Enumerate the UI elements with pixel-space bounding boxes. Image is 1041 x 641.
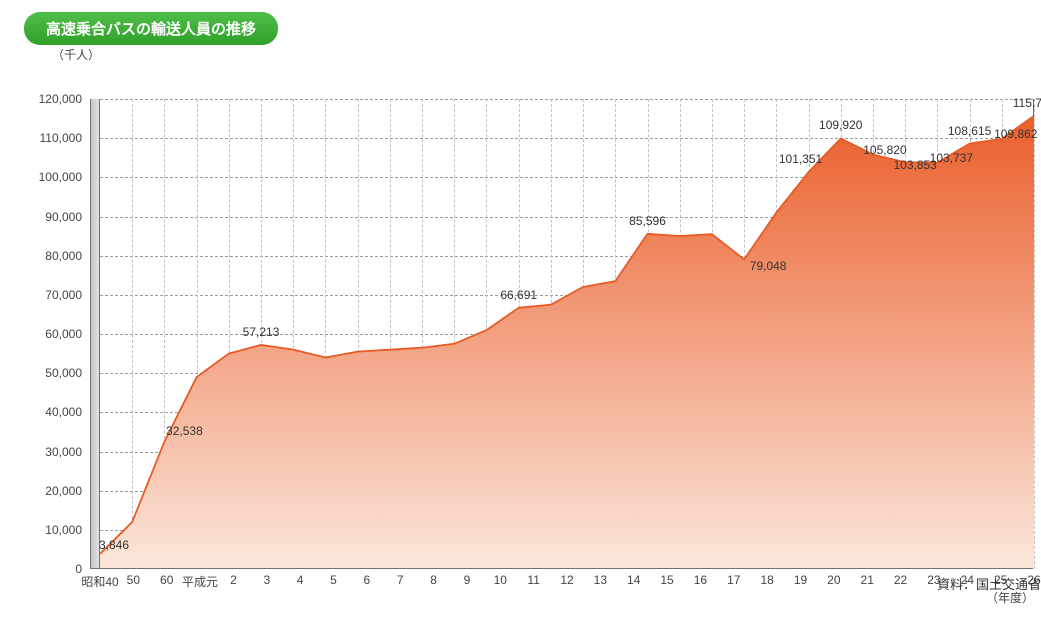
y-tick: 80,000 <box>45 249 82 263</box>
value-label: 109,920 <box>819 118 862 132</box>
x-tick: 6 <box>364 573 371 587</box>
x-tick: 3 <box>263 573 270 587</box>
value-label: 32,538 <box>166 424 203 438</box>
x-tick: 5 <box>330 573 337 587</box>
x-tick: 12 <box>560 573 573 587</box>
value-label: 57,213 <box>243 325 280 339</box>
x-tick: 17 <box>727 573 740 587</box>
y-tick: 10,000 <box>45 523 82 537</box>
y-tick: 100,000 <box>39 170 82 184</box>
value-label: 108,615 <box>948 124 991 138</box>
x-tick: 13 <box>594 573 607 587</box>
y-tick: 40,000 <box>45 405 82 419</box>
y-tick: 30,000 <box>45 445 82 459</box>
plot-container: 010,00020,00030,00040,00050,00060,00070,… <box>12 49 1041 629</box>
plot-area: 3,846 32,538 57,213 66,691 85,596 79,048 101,3… <box>90 99 1034 569</box>
x-tick: 60 <box>160 573 173 587</box>
chart-container: 高速乗合バスの輸送人員の推移 （千人） 010,00020,00030,0004… <box>12 12 1041 629</box>
value-label: 101,351 <box>779 152 822 166</box>
x-tick: 19 <box>794 573 807 587</box>
x-tick: 4 <box>297 573 304 587</box>
x-tick: 昭和40 <box>81 573 118 590</box>
x-tick: 8 <box>430 573 437 587</box>
x-tick: 11 <box>527 573 539 587</box>
value-label: 79,048 <box>750 259 787 273</box>
value-label: 103,737 <box>930 151 973 165</box>
area-series <box>90 99 1034 569</box>
y-tick: 110,000 <box>40 131 83 145</box>
x-axis: 昭和405060平成元23456789101112131415161718192… <box>90 569 1034 609</box>
y-tick: 20,000 <box>45 484 82 498</box>
y-tick: 90,000 <box>45 210 82 224</box>
y-tick: 120,000 <box>39 92 82 106</box>
x-tick: 20 <box>827 573 840 587</box>
value-label: 3,846 <box>99 538 129 552</box>
x-tick: 21 <box>861 573 874 587</box>
x-tick: 22 <box>894 573 907 587</box>
source-label: 資料：国土交通省 <box>937 574 1041 593</box>
value-label: 109,862 <box>994 127 1037 141</box>
x-tick: 9 <box>464 573 471 587</box>
chart-title: 高速乗合バスの輸送人員の推移 <box>24 12 278 45</box>
x-tick: 15 <box>660 573 673 587</box>
y-tick: 70,000 <box>45 288 82 302</box>
x-tick: 2 <box>230 573 237 587</box>
y-tick: 50,000 <box>45 366 82 380</box>
x-tick: 50 <box>127 573 140 587</box>
x-tick: 16 <box>694 573 707 587</box>
value-label: 115,703 <box>1013 96 1041 110</box>
value-label: 85,596 <box>629 214 666 228</box>
grid-v <box>1034 99 1035 569</box>
x-tick: 10 <box>494 573 507 587</box>
x-tick: 14 <box>627 573 640 587</box>
y-axis: 010,00020,00030,00040,00050,00060,00070,… <box>12 99 90 569</box>
value-label: 105,820 <box>863 143 906 157</box>
x-tick: 平成元 <box>182 573 218 590</box>
y-tick: 60,000 <box>45 327 82 341</box>
value-label: 66,691 <box>500 288 537 302</box>
x-tick: 18 <box>760 573 773 587</box>
x-tick: 7 <box>397 573 404 587</box>
